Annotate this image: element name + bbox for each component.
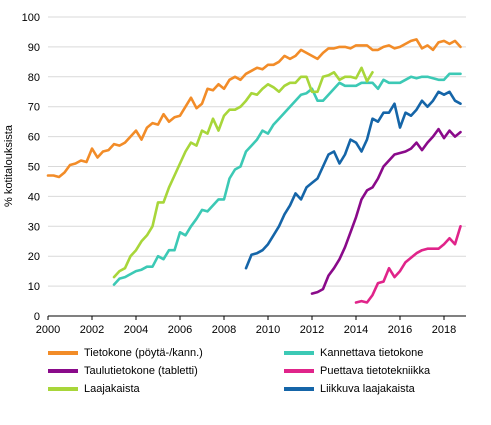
y-tick-label: 80 (28, 72, 40, 84)
legend-item: Taulutietokone (tabletti) (48, 362, 198, 380)
y-tick-label: 90 (28, 42, 40, 54)
series-lines (46, 38, 462, 304)
legend-swatch (48, 351, 78, 355)
series-line-1 (112, 72, 462, 286)
x-tick-labels: 2000 2002 2004 2006 2008 2010 2012 2014 2016 2018 (36, 316, 456, 336)
x-tick-label: 2018 (432, 324, 456, 336)
legend-item: Laajakaista (48, 380, 140, 398)
legend-label: Liikkuva laajakaista (320, 383, 415, 395)
y-tick-label: 30 (28, 221, 40, 233)
x-tick-label: 2010 (256, 324, 280, 336)
legend-label: Taulutietokone (tabletti) (84, 365, 198, 377)
y-tick-label: 100 (22, 12, 40, 24)
legend-swatch (48, 369, 78, 373)
y-tick-label: 50 (28, 162, 40, 174)
legend-item: Kannettava tietokone (284, 344, 423, 362)
series-line-5 (244, 90, 462, 270)
legend-swatch (48, 387, 78, 391)
x-tick-label: 2006 (168, 324, 192, 336)
series-line-2 (310, 127, 462, 295)
x-tick-label: 2002 (80, 324, 104, 336)
series-line-3 (354, 225, 462, 304)
y-tick-label: 60 (28, 132, 40, 144)
y-tick-label: 10 (28, 281, 40, 293)
x-tick-label: 2016 (388, 324, 412, 336)
legend-label: Tietokone (pöytä-/kann.) (84, 347, 203, 359)
y-tick-label: 40 (28, 191, 40, 203)
series-line-0 (46, 38, 462, 179)
x-tick-label: 2014 (344, 324, 368, 336)
x-tick-label: 2004 (124, 324, 148, 336)
legend-item: Liikkuva laajakaista (284, 380, 415, 398)
x-tick-label: 2012 (300, 324, 324, 336)
x-tick-label: 2000 (36, 324, 60, 336)
gridlines (48, 16, 466, 287)
legend: Tietokone (pöytä-/kann.) Kannettava tieto… (48, 344, 488, 414)
legend-swatch (284, 351, 314, 355)
y-tick-label: 0 (34, 311, 40, 323)
legend-label: Puettava tietotekniikka (320, 365, 431, 377)
legend-swatch (284, 387, 314, 391)
legend-swatch (284, 369, 314, 373)
y-tick-labels: 0 10 20 30 40 50 60 70 80 90 100 (22, 12, 40, 323)
legend-label: Laajakaista (84, 383, 140, 395)
y-axis-label: % kotitalouksista (3, 124, 15, 207)
legend-item: Puettava tietotekniikka (284, 362, 430, 380)
legend-label: Kannettava tietokone (320, 347, 424, 359)
y-tick-label: 70 (28, 102, 40, 114)
series-line-4 (112, 66, 374, 279)
legend-item: Tietokone (pöytä-/kann.) (48, 344, 203, 362)
y-tick-label: 20 (28, 251, 40, 263)
x-tick-label: 2008 (212, 324, 236, 336)
